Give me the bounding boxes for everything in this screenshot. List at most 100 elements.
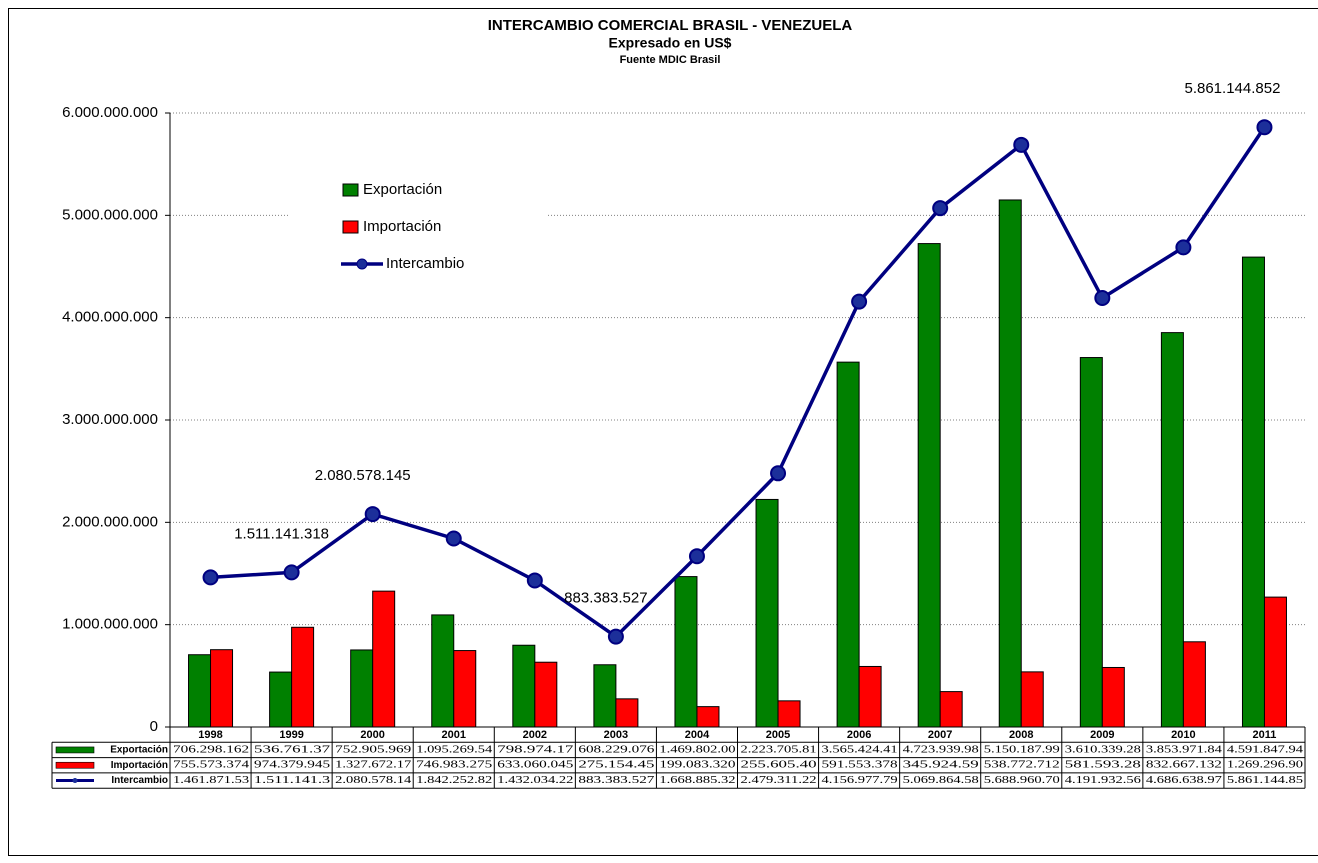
bar — [917, 243, 941, 728]
table-value: 4.191.932.56 — [1065, 775, 1141, 786]
line-marker — [202, 569, 219, 586]
bar — [615, 698, 639, 728]
bar — [1263, 596, 1287, 728]
bar — [858, 665, 882, 728]
table-key — [72, 778, 78, 784]
line-marker — [851, 293, 868, 310]
chart-source: Fuente MDIC Brasil — [620, 54, 721, 66]
x-tick-label: 1999 — [279, 729, 303, 741]
bar — [674, 576, 698, 728]
bar — [453, 650, 477, 728]
bar — [534, 661, 558, 728]
table-value: 5.861.144.85 — [1227, 775, 1303, 786]
x-tick-label: 2007 — [928, 729, 952, 741]
table-value: 2.080.578.14 — [335, 775, 412, 786]
table-key — [55, 761, 95, 769]
table-value: 591.553.378 — [822, 760, 898, 771]
legend-label: Intercambio — [386, 255, 464, 272]
legend-key — [356, 258, 368, 270]
data-label: 1.511.141.318 — [234, 525, 329, 542]
table-value: 633.060.045 — [497, 760, 573, 771]
bar — [1160, 332, 1184, 728]
table-value: 3.565.424.41 — [822, 744, 898, 755]
bar — [291, 626, 315, 728]
table-value: 1.842.252.82 — [416, 775, 492, 786]
x-tick-label: 2004 — [685, 729, 710, 741]
table-row-label: Importación — [111, 760, 168, 771]
table-value: 706.298.162 — [173, 744, 249, 755]
y-tick-label: 2.000.000.000 — [62, 513, 158, 530]
table-value: 746.983.275 — [416, 760, 492, 771]
table-value: 5.069.864.58 — [903, 775, 979, 786]
line-marker — [932, 200, 949, 217]
bar — [836, 361, 860, 728]
table-row-label: Exportación — [110, 745, 168, 756]
line-marker — [283, 564, 300, 581]
bar — [755, 498, 779, 728]
table-value: 199.083.320 — [659, 760, 735, 771]
bar — [696, 706, 720, 728]
bar — [1182, 641, 1206, 728]
legend-key — [342, 183, 359, 197]
table-value: 4.723.939.98 — [903, 744, 979, 755]
bar — [998, 199, 1022, 728]
bar — [210, 649, 234, 728]
marks — [188, 119, 1287, 728]
legend-label: Exportación — [363, 181, 442, 198]
bar — [593, 664, 617, 728]
table-value: 1.269.296.90 — [1227, 760, 1303, 771]
table-value: 1.461.871.53 — [173, 775, 249, 786]
y-tick-label: 1.000.000.000 — [62, 616, 158, 633]
line-marker — [1175, 239, 1192, 256]
table-value: 2.479.311.22 — [741, 775, 817, 786]
line-marker — [364, 506, 381, 523]
bar — [512, 644, 536, 728]
x-tick-label: 2010 — [1171, 729, 1195, 741]
line-marker — [445, 530, 462, 547]
table-value: 974.379.945 — [254, 760, 330, 771]
table-value: 755.573.374 — [173, 760, 250, 771]
bar — [269, 671, 293, 728]
bar — [350, 649, 374, 728]
line-marker — [1094, 290, 1111, 307]
bar — [1020, 671, 1044, 728]
table-value: 5.150.187.99 — [984, 744, 1060, 755]
x-tick-label: 2001 — [442, 729, 466, 741]
table-value: 798.974.17 — [497, 744, 573, 755]
legend-key — [342, 220, 359, 234]
legend-label: Importación — [363, 218, 441, 235]
table-value: 536.761.37 — [254, 744, 330, 755]
data-label: 5.861.144.852 — [1184, 80, 1280, 97]
table-value: 832.667.132 — [1146, 760, 1222, 771]
table-row-label: Intercambio — [111, 775, 168, 786]
data-label: 2.080.578.145 — [315, 467, 411, 484]
line — [210, 126, 1266, 639]
bar — [777, 700, 801, 728]
y-tick-label: 6.000.000.000 — [62, 104, 158, 121]
x-tick-label: 2002 — [523, 729, 547, 741]
table-value: 255.605.40 — [741, 760, 817, 771]
bar — [431, 614, 455, 728]
table-value: 1.432.034.22 — [497, 775, 573, 786]
table-value: 883.383.527 — [578, 775, 654, 786]
bar — [188, 654, 212, 728]
table-value: 4.591.847.94 — [1227, 744, 1304, 755]
table-value: 1.095.269.54 — [416, 744, 493, 755]
table-value: 1.469.802.00 — [659, 744, 735, 755]
table-value: 3.610.339.28 — [1065, 744, 1141, 755]
table-value: 345.924.59 — [903, 760, 979, 771]
table-value: 1.511.141.3 — [254, 775, 330, 786]
y-tick-label: 5.000.000.000 — [62, 206, 158, 223]
y-tick-label: 0 — [150, 718, 158, 735]
bar — [1101, 666, 1125, 728]
x-tick-label: 2005 — [766, 729, 790, 741]
line-marker — [1013, 136, 1030, 153]
table-value: 2.223.705.81 — [741, 744, 817, 755]
y-tick-label: 4.000.000.000 — [62, 309, 158, 326]
line-marker — [1256, 119, 1273, 136]
x-tick-label: 2000 — [360, 729, 384, 741]
bar — [1241, 256, 1265, 728]
chart-title: INTERCAMBIO COMERCIAL BRASIL - VENEZUELA — [488, 17, 853, 34]
table-value: 581.593.28 — [1065, 760, 1141, 771]
